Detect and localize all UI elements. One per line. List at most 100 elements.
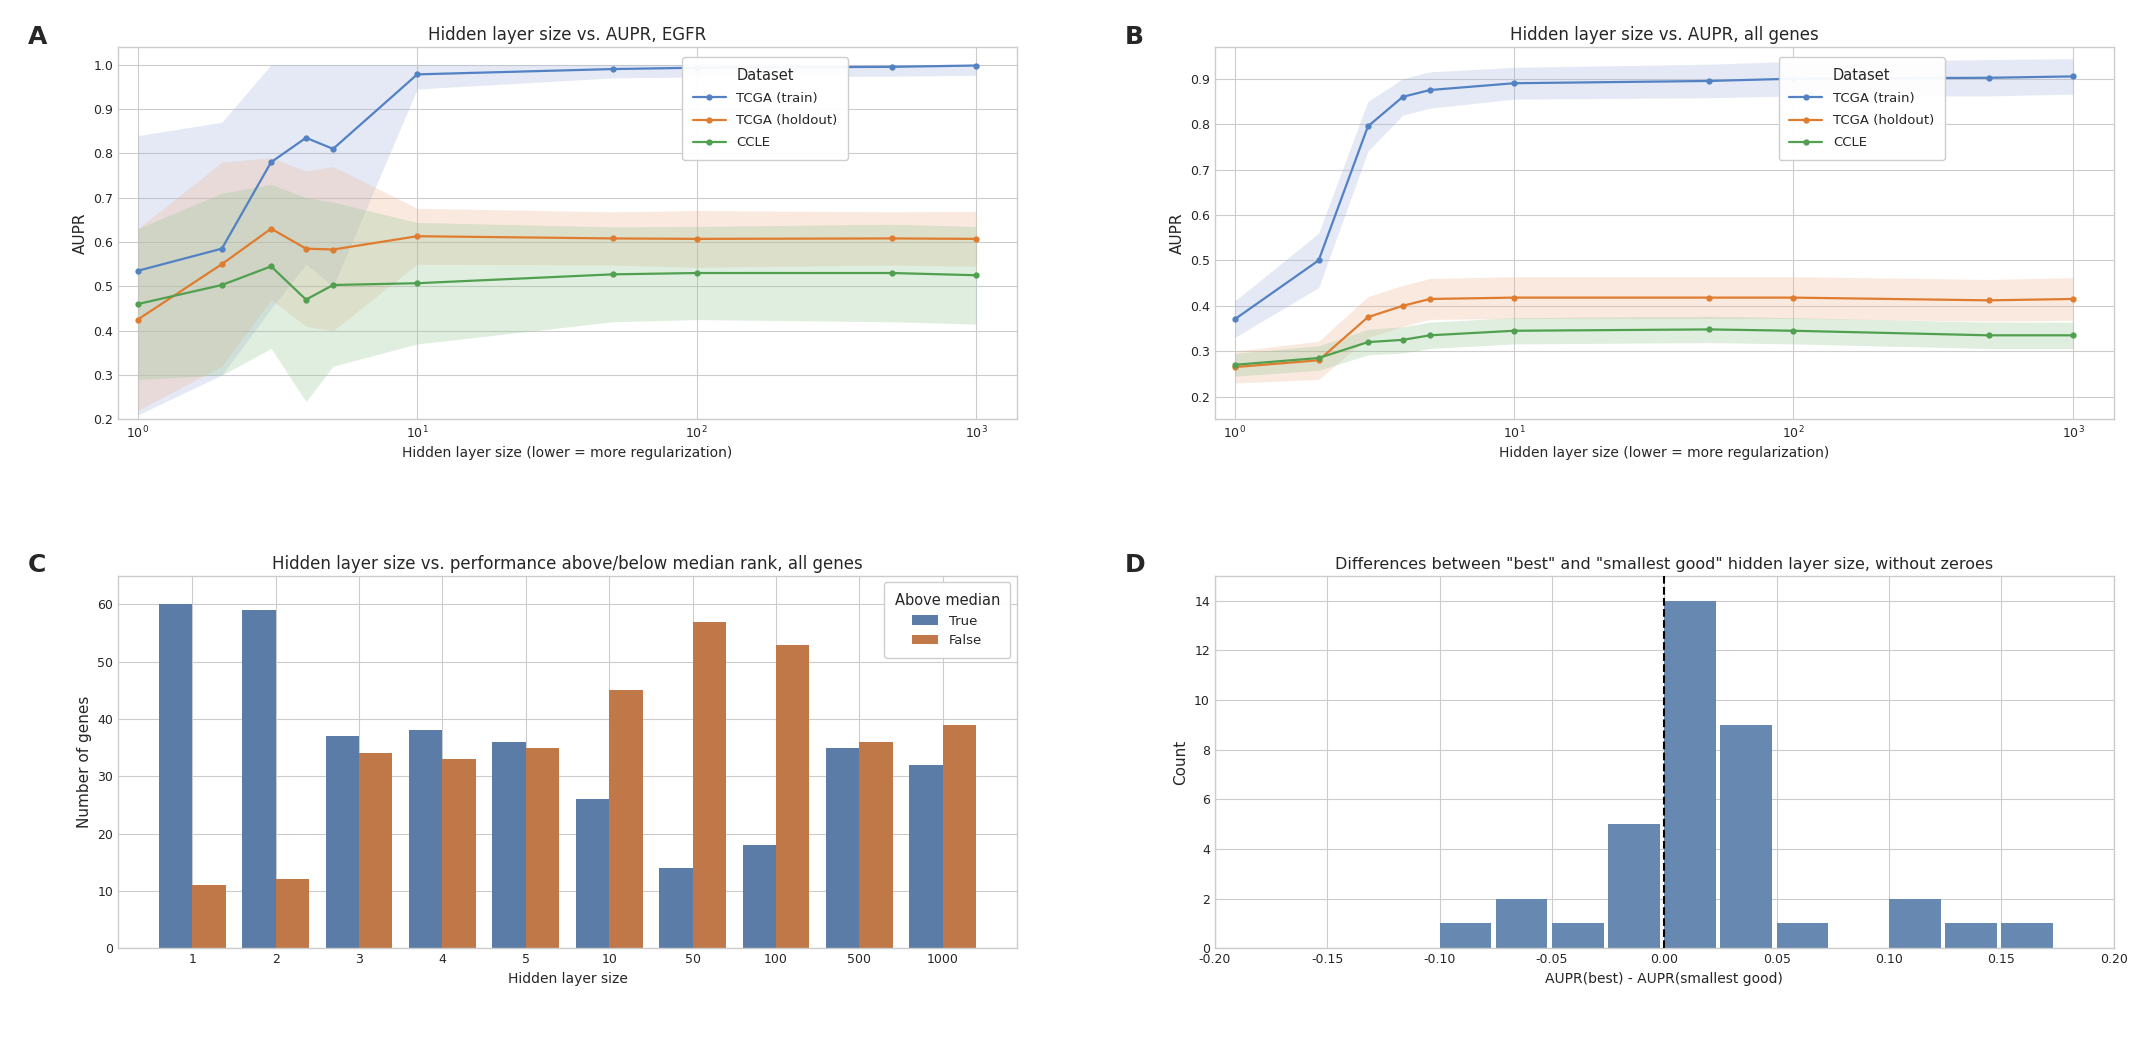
Bar [1777, 923, 1828, 948]
CCLE [880, 267, 906, 279]
Bar [1721, 725, 1773, 948]
Bar [410, 730, 442, 948]
Bar [826, 748, 858, 948]
Text: A: A [28, 25, 47, 49]
CCLE [1391, 333, 1416, 346]
TCGA (holdout) [1391, 299, 1416, 312]
Bar [942, 725, 976, 948]
CCLE [294, 294, 320, 306]
Line: TCGA (train): TCGA (train) [135, 64, 979, 273]
TCGA (train) [1221, 314, 1247, 326]
CCLE [1697, 323, 1723, 336]
Bar [1552, 923, 1603, 948]
CCLE [258, 260, 283, 273]
TCGA (train) [1502, 77, 1528, 90]
TCGA (holdout) [1502, 292, 1528, 304]
TCGA (train) [964, 59, 989, 72]
TCGA (holdout) [1697, 292, 1723, 304]
Bar [159, 604, 193, 948]
Bar [858, 742, 893, 948]
TCGA (holdout) [1781, 292, 1807, 304]
Bar [1496, 898, 1547, 948]
Y-axis label: Count: Count [1174, 740, 1189, 785]
Bar [1944, 923, 1998, 948]
Bar [193, 886, 225, 948]
Text: B: B [1125, 25, 1144, 49]
TCGA (train) [294, 131, 320, 144]
CCLE [599, 268, 624, 280]
X-axis label: Hidden layer size: Hidden layer size [509, 971, 627, 986]
CCLE [320, 279, 346, 292]
TCGA (holdout) [685, 232, 710, 245]
TCGA (train) [258, 156, 283, 169]
TCGA (train) [1976, 72, 2002, 84]
Bar [275, 879, 309, 948]
CCLE [1221, 358, 1247, 371]
TCGA (holdout) [964, 232, 989, 245]
CCLE [1416, 329, 1442, 342]
Legend: True, False: True, False [884, 582, 1011, 658]
TCGA (train) [2060, 70, 2086, 82]
Title: Hidden layer size vs. AUPR, EGFR: Hidden layer size vs. AUPR, EGFR [429, 26, 706, 44]
Y-axis label: AUPR: AUPR [73, 213, 88, 254]
CCLE [1502, 324, 1528, 337]
Line: CCLE: CCLE [135, 264, 979, 306]
Bar [242, 611, 275, 948]
Bar [491, 742, 526, 948]
Y-axis label: Number of genes: Number of genes [77, 696, 92, 828]
TCGA (train) [599, 63, 624, 75]
X-axis label: Hidden layer size (lower = more regularization): Hidden layer size (lower = more regulari… [403, 446, 732, 461]
Bar [1888, 898, 1940, 948]
CCLE [403, 277, 429, 290]
Title: Hidden layer size vs. AUPR, all genes: Hidden layer size vs. AUPR, all genes [1511, 26, 1818, 44]
Bar [442, 760, 476, 948]
Bar [743, 845, 777, 948]
Bar [1440, 923, 1491, 948]
TCGA (train) [1781, 73, 1807, 85]
TCGA (train) [124, 265, 150, 277]
Bar [1607, 824, 1659, 948]
CCLE [124, 298, 150, 311]
Title: Differences between "best" and "smallest good" hidden layer size, without zeroes: Differences between "best" and "smallest… [1335, 556, 1994, 572]
TCGA (train) [403, 68, 429, 80]
TCGA (train) [320, 143, 346, 155]
TCGA (train) [1354, 120, 1380, 132]
Bar [659, 868, 693, 948]
X-axis label: AUPR(best) - AUPR(smallest good): AUPR(best) - AUPR(smallest good) [1545, 971, 1783, 986]
TCGA (train) [1391, 91, 1416, 103]
TCGA (holdout) [1354, 311, 1380, 323]
TCGA (holdout) [2060, 293, 2086, 305]
TCGA (holdout) [599, 232, 624, 245]
TCGA (train) [685, 61, 710, 74]
Legend: TCGA (train), TCGA (holdout), CCLE: TCGA (train), TCGA (holdout), CCLE [1779, 57, 1944, 160]
Bar [693, 622, 725, 948]
CCLE [2060, 329, 2086, 342]
Line: TCGA (holdout): TCGA (holdout) [1232, 295, 2075, 370]
Bar [1665, 600, 1717, 948]
Text: D: D [1125, 553, 1146, 577]
Line: TCGA (holdout): TCGA (holdout) [135, 226, 979, 322]
Bar [609, 691, 642, 948]
TCGA (train) [880, 60, 906, 73]
Bar [2002, 923, 2054, 948]
Text: C: C [28, 553, 47, 577]
TCGA (holdout) [124, 314, 150, 326]
Bar [575, 799, 609, 948]
TCGA (holdout) [1221, 361, 1247, 373]
Bar [777, 645, 809, 948]
TCGA (holdout) [258, 222, 283, 234]
Bar [326, 737, 358, 948]
CCLE [1354, 336, 1380, 348]
Bar [526, 748, 560, 948]
Bar [910, 765, 942, 948]
TCGA (holdout) [1976, 294, 2002, 306]
TCGA (train) [1416, 83, 1442, 96]
CCLE [1305, 352, 1331, 365]
TCGA (holdout) [880, 232, 906, 245]
Title: Hidden layer size vs. performance above/below median rank, all genes: Hidden layer size vs. performance above/… [273, 554, 863, 573]
TCGA (train) [1697, 75, 1723, 88]
Legend: TCGA (train), TCGA (holdout), CCLE: TCGA (train), TCGA (holdout), CCLE [682, 57, 848, 160]
X-axis label: Hidden layer size (lower = more regularization): Hidden layer size (lower = more regulari… [1500, 446, 1828, 461]
TCGA (train) [208, 243, 234, 255]
TCGA (holdout) [294, 243, 320, 255]
